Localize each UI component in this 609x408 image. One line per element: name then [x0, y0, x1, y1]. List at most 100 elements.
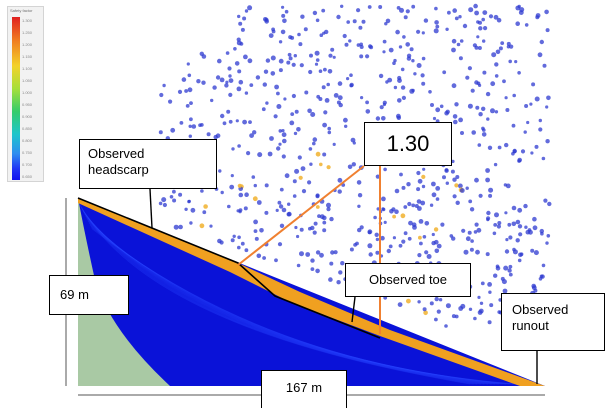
particle [411, 203, 416, 208]
particle [236, 86, 242, 92]
particle [539, 274, 544, 279]
particle [365, 54, 370, 59]
particle [434, 20, 439, 25]
particle [200, 189, 204, 193]
toe-pointer [351, 296, 356, 323]
particle [244, 192, 249, 197]
particle [315, 194, 320, 199]
particle [507, 222, 512, 227]
particle [278, 40, 283, 44]
particle [417, 253, 422, 258]
slip-surface-trace [81, 208, 478, 385]
particle [278, 204, 284, 209]
particle [321, 8, 326, 13]
particle [281, 13, 286, 18]
particle [187, 87, 193, 93]
particle [219, 77, 225, 83]
particle [292, 194, 297, 198]
particle [230, 238, 235, 243]
particle [381, 207, 385, 211]
particle [475, 105, 480, 110]
particle [187, 73, 192, 78]
particle [497, 145, 502, 150]
particle [517, 71, 521, 75]
particle [493, 223, 498, 227]
particle [399, 7, 404, 13]
legend-title: Safety factor [10, 8, 33, 13]
particle [375, 250, 380, 255]
particle [445, 27, 449, 31]
particle [248, 120, 252, 124]
particle [470, 88, 475, 93]
particle [471, 130, 477, 135]
particle [515, 21, 520, 27]
particle [477, 46, 482, 50]
particle [469, 207, 475, 212]
particle [523, 203, 528, 209]
particle [436, 243, 442, 249]
particle [254, 236, 259, 241]
particle [398, 45, 403, 49]
particle [251, 175, 256, 179]
particle [265, 58, 271, 63]
particle [240, 241, 245, 246]
particle [373, 215, 377, 220]
particle [546, 95, 551, 101]
slip-surface-trace [86, 217, 496, 385]
particle [482, 70, 487, 75]
particle [322, 152, 327, 157]
particle [451, 83, 457, 89]
particle [310, 267, 315, 271]
particle [315, 58, 320, 62]
particle [323, 67, 327, 72]
particle [337, 81, 343, 86]
particle [439, 104, 444, 109]
particle [314, 50, 320, 56]
particle [301, 189, 307, 194]
particle [327, 69, 333, 74]
particle [541, 263, 546, 268]
particle [233, 47, 237, 51]
particle [332, 142, 336, 146]
particle [512, 249, 518, 255]
particle [284, 173, 290, 179]
particle [496, 17, 502, 23]
particle [281, 132, 287, 138]
particle [455, 200, 460, 205]
particle [359, 225, 364, 230]
particle [519, 252, 524, 256]
particle [359, 54, 364, 59]
particle [190, 207, 196, 213]
factor-leader-left [237, 165, 365, 266]
observed-runout-label: Observed runout [501, 293, 605, 351]
particle [237, 144, 241, 148]
particle [224, 83, 229, 88]
particle [435, 107, 441, 113]
particle [493, 162, 498, 167]
particle [381, 196, 386, 202]
particle [291, 62, 296, 67]
particle [243, 54, 248, 60]
particle [288, 35, 293, 40]
particle [474, 80, 479, 85]
slip-surface-trace [83, 211, 485, 385]
particle [382, 39, 387, 44]
particle [162, 202, 167, 208]
particle [278, 129, 283, 133]
particle [244, 9, 249, 13]
particle [406, 298, 411, 304]
particle [418, 219, 424, 224]
particle [500, 276, 505, 281]
particle [467, 66, 472, 71]
particle [523, 130, 527, 134]
particle [243, 206, 248, 211]
particle [531, 283, 536, 289]
particle [496, 224, 501, 229]
particle [411, 222, 417, 227]
particle [405, 9, 410, 14]
particle [259, 228, 264, 233]
legend-tick-label: 1.050 [22, 78, 33, 83]
particle [429, 301, 434, 306]
particle [458, 117, 463, 123]
particle [504, 142, 509, 148]
